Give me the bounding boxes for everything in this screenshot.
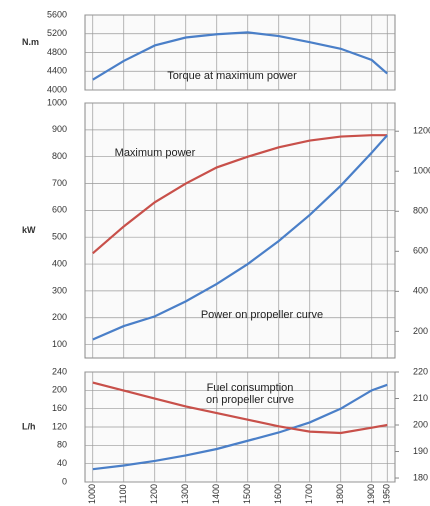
y2-tick-label: 200	[413, 326, 428, 336]
y2-tick-label: 210	[413, 393, 428, 403]
y2-tick-label: 220	[413, 366, 428, 376]
y-tick-label: 240	[52, 366, 67, 376]
annotation: Power on propeller curve	[201, 309, 323, 321]
y2-tick-label: 1200	[413, 126, 430, 136]
x-tick-label: 1950	[382, 484, 392, 504]
y-tick-label: 500	[52, 232, 67, 242]
x-tick-label: 1900	[366, 484, 376, 504]
y-tick-label: 1000	[47, 97, 67, 107]
y-tick-label: 4400	[47, 66, 67, 76]
annotation: Maximum power	[115, 147, 196, 159]
x-tick-label: 1700	[304, 484, 314, 504]
y2-tick-label: 600	[413, 246, 428, 256]
y-axis-label: N.m	[22, 37, 39, 47]
y-tick-label: 40	[57, 458, 67, 468]
y2-tick-label: 800	[413, 206, 428, 216]
line-series	[92, 383, 388, 471]
y-tick-label: 160	[52, 403, 67, 413]
y2-tick-label: 180	[413, 472, 428, 482]
x-tick-label: 1600	[273, 484, 283, 504]
annotation: Torque at maximum power	[167, 70, 297, 82]
y-tick-label: 5200	[47, 28, 67, 38]
line-series	[92, 134, 389, 341]
y2-tick-label: 190	[413, 446, 428, 456]
y-tick-label: 120	[52, 421, 67, 431]
y-tick-label: 4000	[47, 84, 67, 94]
x-tick-label: 1100	[118, 484, 128, 503]
y-tick-label: 300	[52, 285, 67, 295]
plot-area	[84, 102, 396, 359]
x-tick-label: 1500	[242, 484, 252, 504]
x-tick-label: 1200	[149, 484, 159, 504]
y-tick-label: 900	[52, 124, 67, 134]
x-tick-label: 1800	[335, 484, 345, 504]
y-tick-label: 5600	[47, 9, 67, 19]
x-tick-label: 1300	[180, 484, 190, 504]
y-tick-label: 400	[52, 258, 67, 268]
annotation: Fuel consumption	[207, 382, 294, 394]
y2-tick-label: 200	[413, 419, 428, 429]
y-tick-label: 700	[52, 178, 67, 188]
y-tick-label: 80	[57, 440, 67, 450]
y-tick-label: 4800	[47, 47, 67, 57]
y-tick-label: 200	[52, 385, 67, 395]
y2-tick-label: 400	[413, 286, 428, 296]
y2-tick-label: 1000	[413, 166, 430, 176]
line-series	[92, 134, 388, 255]
y-axis-label: L/h	[22, 421, 36, 431]
y-tick-label: 600	[52, 205, 67, 215]
line-series	[92, 31, 388, 81]
y-tick-label: 100	[52, 339, 67, 349]
annotation: on propeller curve	[206, 394, 294, 406]
y-tick-label: 800	[52, 151, 67, 161]
line-series	[92, 381, 388, 435]
x-tick-label: 1000	[87, 484, 97, 504]
y-tick-label: 0	[62, 476, 67, 486]
x-tick-label: 1400	[211, 484, 221, 504]
y-axis-label: kW	[22, 225, 36, 235]
y-tick-label: 200	[52, 312, 67, 322]
